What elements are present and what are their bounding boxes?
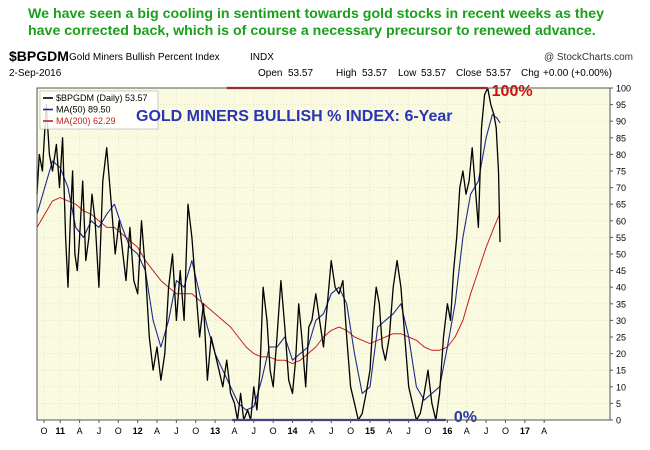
series-line-price bbox=[36, 87, 501, 421]
low-value: 53.57 bbox=[421, 68, 446, 79]
x-tick-label: O bbox=[115, 426, 122, 436]
x-tick-label: J bbox=[406, 426, 411, 436]
x-tick-label: A bbox=[386, 426, 392, 436]
x-tick-label: A bbox=[464, 426, 470, 436]
x-tick-label: A bbox=[231, 426, 237, 436]
x-tick-label: 12 bbox=[133, 426, 143, 436]
y-tick-label: 55 bbox=[616, 233, 626, 243]
x-tick-label: A bbox=[541, 426, 547, 436]
y-tick-label: 60 bbox=[616, 216, 626, 226]
annotation-label-1: 0% bbox=[454, 409, 477, 426]
y-tick-label: 50 bbox=[616, 250, 626, 260]
y-tick-label: 85 bbox=[616, 133, 626, 143]
x-tick-label: 13 bbox=[210, 426, 220, 436]
x-tick-label: J bbox=[484, 426, 489, 436]
grid-lines bbox=[37, 87, 610, 421]
index-name: Gold Miners Bullish Percent Index bbox=[69, 52, 220, 63]
y-tick-label: 0 bbox=[616, 416, 621, 426]
chart-date: 2-Sep-2016 bbox=[9, 68, 62, 79]
y-tick-label: 75 bbox=[616, 167, 626, 177]
exchange-label: INDX bbox=[250, 52, 274, 63]
legend-entry-ma50: MA(50) 89.50 bbox=[56, 105, 111, 115]
x-tick-label: O bbox=[40, 426, 47, 436]
y-tick-label: 25 bbox=[616, 333, 626, 343]
high-label: High bbox=[336, 68, 357, 79]
y-tick-label: 20 bbox=[616, 349, 626, 359]
y-tick-label: 65 bbox=[616, 200, 626, 210]
close-label: Close bbox=[456, 68, 482, 79]
y-tick-label: 70 bbox=[616, 183, 626, 193]
y-tick-label: 40 bbox=[616, 283, 626, 293]
y-tick-label: 80 bbox=[616, 150, 626, 160]
y-tick-label: 5 bbox=[616, 399, 621, 409]
y-tick-label: 15 bbox=[616, 366, 626, 376]
x-tick-label: J bbox=[97, 426, 102, 436]
x-axis: O 11 A J O 12 A J O 13 A J O 14 A J O 15 A J O 16 A J O 17 A bbox=[40, 420, 547, 436]
y-axis: 0 5 10 15 20 25 30 35 40 45 50 55 60 65 70 75 80 85 90 95 10… bbox=[610, 84, 631, 426]
y-tick-label: 100 bbox=[616, 84, 631, 94]
x-tick-label: 14 bbox=[288, 426, 298, 436]
x-tick-label: J bbox=[174, 426, 179, 436]
x-tick-label: J bbox=[252, 426, 257, 436]
legend-box bbox=[39, 90, 159, 130]
y-tick-label: 35 bbox=[616, 299, 626, 309]
legend-entry-ma200: MA(200) 62.29 bbox=[56, 116, 116, 126]
y-tick-label: 30 bbox=[616, 316, 626, 326]
x-tick-label: 15 bbox=[365, 426, 375, 436]
annotation-label-0: 100% bbox=[492, 83, 533, 100]
symbol-label: $BPGDM bbox=[9, 48, 69, 64]
chart-title: GOLD MINERS BULLISH % INDEX: 6-Year bbox=[136, 108, 453, 125]
high-value: 53.57 bbox=[362, 68, 387, 79]
close-value: 53.57 bbox=[486, 68, 511, 79]
stockcharts-watermark: @ StockCharts.com bbox=[544, 52, 633, 63]
x-tick-label: A bbox=[154, 426, 160, 436]
x-tick-label: A bbox=[309, 426, 315, 436]
x-tick-label: A bbox=[77, 426, 83, 436]
article-caption: We have seen a big cooling in sentiment … bbox=[28, 6, 605, 39]
y-tick-label: 10 bbox=[616, 382, 626, 392]
open-value: 53.57 bbox=[288, 68, 313, 79]
x-tick-label: O bbox=[502, 426, 509, 436]
x-tick-label: 11 bbox=[55, 426, 65, 436]
x-tick-label: 16 bbox=[442, 426, 452, 436]
x-tick-label: 17 bbox=[520, 426, 530, 436]
open-label: Open bbox=[258, 68, 282, 79]
x-tick-label: O bbox=[347, 426, 354, 436]
series-layer bbox=[36, 87, 501, 421]
x-tick-label: J bbox=[329, 426, 334, 436]
y-tick-label: 45 bbox=[616, 266, 626, 276]
chg-value: +0.00 (+0.00%) bbox=[543, 68, 612, 79]
x-tick-label: O bbox=[192, 426, 199, 436]
legend: $BPGDM (Daily) 53.57 MA(50) 89.50MA(200) … bbox=[39, 90, 159, 130]
low-label: Low bbox=[398, 68, 417, 79]
chg-label: Chg bbox=[521, 68, 539, 79]
x-tick-label: O bbox=[270, 426, 277, 436]
y-tick-label: 95 bbox=[616, 100, 626, 110]
x-tick-label: O bbox=[425, 426, 432, 436]
legend-entry-price: $BPGDM (Daily) 53.57 bbox=[56, 93, 148, 103]
y-tick-label: 90 bbox=[616, 117, 626, 127]
